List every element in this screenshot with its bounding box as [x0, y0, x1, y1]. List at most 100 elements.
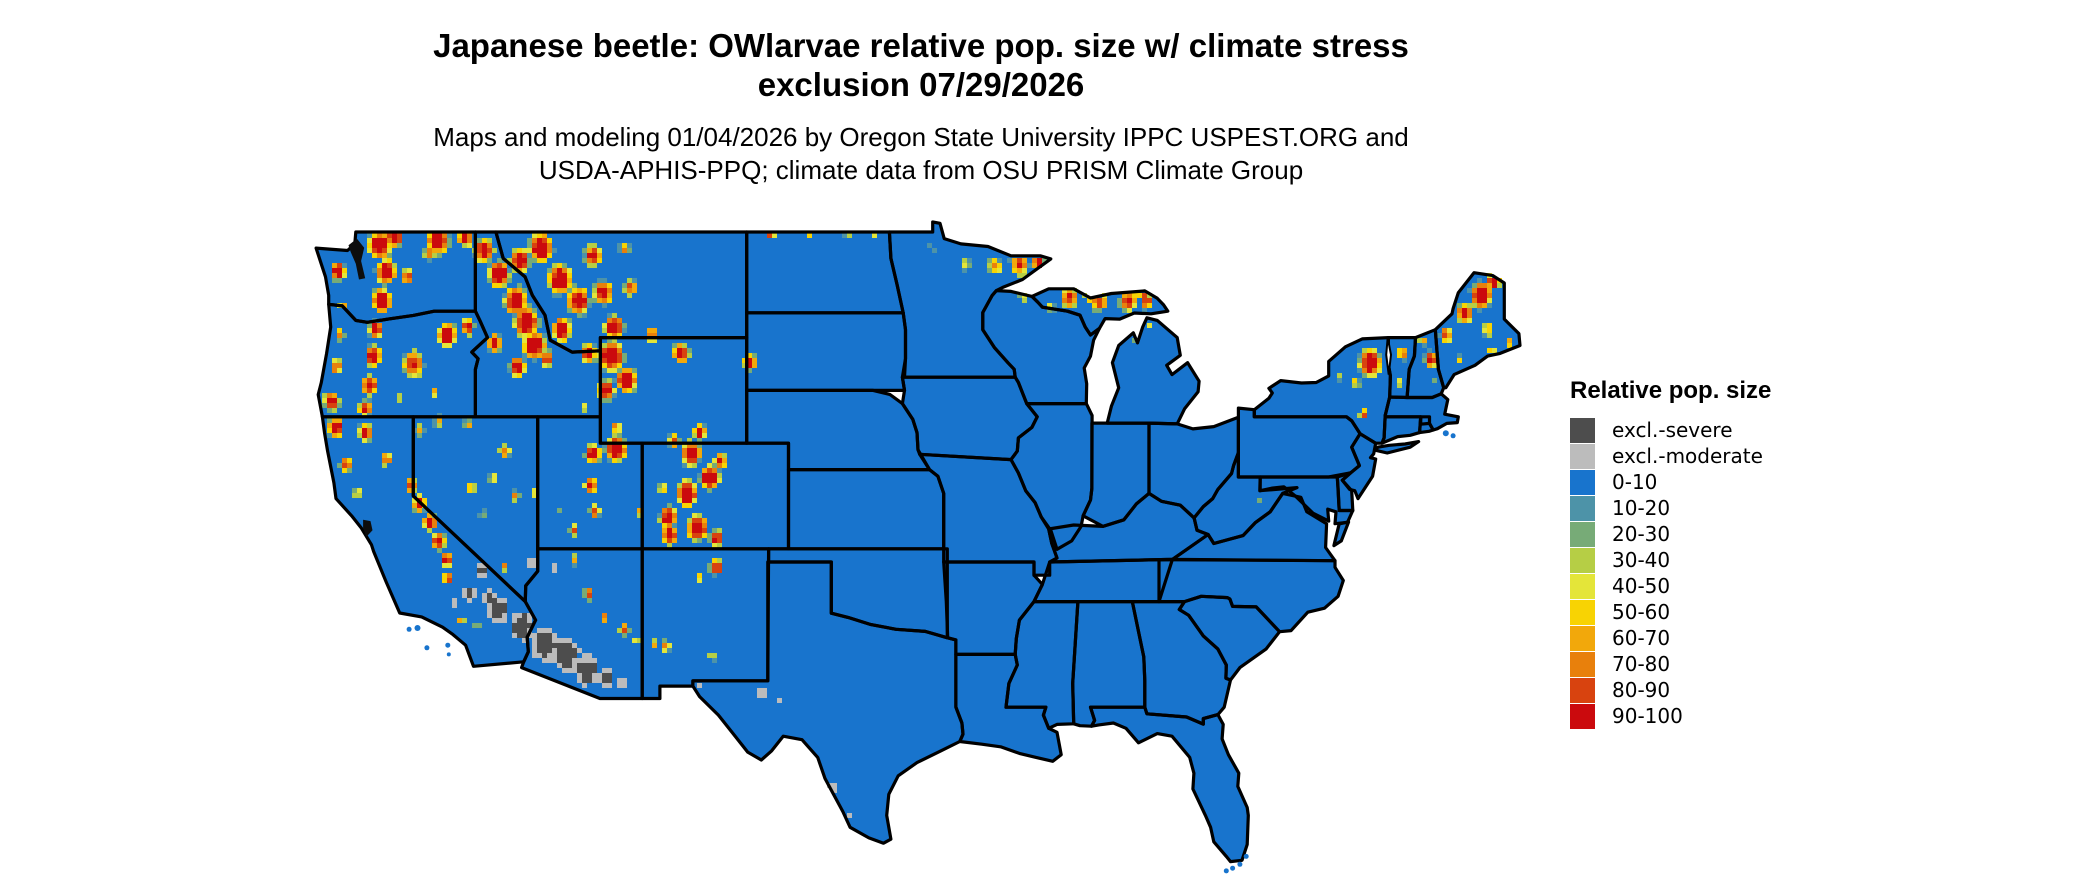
- legend-swatch: [1570, 626, 1595, 651]
- state-shape: [746, 232, 904, 313]
- legend-item: 20-30: [1570, 522, 1771, 547]
- legend-label: 40-50: [1612, 574, 1671, 598]
- legend-swatch: [1570, 652, 1595, 677]
- puget-sound-water: [348, 238, 366, 280]
- legend-label: 30-40: [1612, 548, 1671, 572]
- legend: Relative pop. size excl.-severe excl.-mod…: [1570, 377, 1771, 730]
- legend-items: excl.-severe excl.-moderate 0-10 10-20 20-30…: [1570, 418, 1771, 729]
- subtitle-line-1: Maps and modeling 01/04/2026 by Oregon S…: [433, 122, 1409, 152]
- island-dot: [1450, 433, 1456, 439]
- legend-swatch: [1570, 548, 1595, 573]
- state-shape: [1337, 472, 1353, 511]
- island-dot: [446, 652, 451, 657]
- legend-label: excl.-moderate: [1612, 444, 1763, 468]
- state-shape: [1254, 337, 1391, 444]
- legend-item: 70-80: [1570, 652, 1771, 677]
- state-shape: [1388, 337, 1416, 398]
- state-border: [1332, 520, 1351, 548]
- legend-item: 10-20: [1570, 496, 1771, 521]
- state-shape: [1048, 493, 1209, 562]
- state-shape: [1179, 596, 1280, 680]
- state-shape: [692, 562, 963, 844]
- legend-title: Relative pop. size: [1570, 377, 1772, 404]
- state-shape: [982, 290, 1100, 404]
- state-border: [1032, 557, 1174, 604]
- state-shape: [768, 548, 948, 638]
- legend-label: 60-70: [1612, 626, 1671, 650]
- state-shape: [1006, 601, 1078, 729]
- state-shape: [1090, 707, 1249, 862]
- raster-layer: [322, 233, 1512, 818]
- state-border: [1157, 558, 1345, 634]
- islands-layer: [406, 430, 1456, 874]
- legend-item: excl.-moderate: [1570, 444, 1771, 469]
- state-shape: [1149, 417, 1239, 518]
- legend-label: 20-30: [1612, 522, 1671, 546]
- legend-swatch: [1570, 418, 1595, 443]
- subtitle-line-2: USDA-APHIS-PPQ; climate data from OSU PR…: [538, 155, 1304, 185]
- state-borders-layer: [314, 220, 1522, 864]
- legend-label: 10-20: [1612, 496, 1671, 520]
- state-shape: [1238, 408, 1361, 477]
- state-shape: [1260, 477, 1353, 524]
- water-layer: [348, 238, 1393, 537]
- figure-subtitle: Maps and modeling 01/04/2026 by Oregon S…: [0, 121, 1842, 187]
- state-border: [981, 289, 1101, 406]
- state-shape: [1011, 403, 1093, 550]
- state-shape: [413, 416, 538, 602]
- legend-swatch: [1570, 600, 1595, 625]
- state-shape: [788, 469, 944, 549]
- legend-swatch: [1570, 704, 1595, 729]
- state-border: [1147, 415, 1240, 520]
- state-shape: [642, 548, 769, 699]
- state-border: [1258, 475, 1355, 526]
- state-border: [1340, 432, 1378, 501]
- island-dot: [1237, 861, 1243, 867]
- state-shape: [1385, 393, 1459, 430]
- state-shape: [600, 337, 747, 444]
- legend-item: excl.-severe: [1570, 418, 1771, 443]
- island-dot: [445, 642, 451, 648]
- san-francisco-bay-water: [363, 519, 373, 537]
- state-shape: [1132, 601, 1231, 725]
- state-shape: [1034, 559, 1173, 602]
- state-shape: [746, 312, 906, 391]
- legend-label: 0-10: [1612, 470, 1658, 494]
- island-dot: [424, 645, 430, 651]
- legend-item: 90-100: [1570, 704, 1771, 729]
- state-shape: [642, 443, 789, 549]
- legend-item: 40-50: [1570, 574, 1771, 599]
- legend-item: 50-60: [1570, 600, 1771, 625]
- legend-label: 80-90: [1612, 678, 1671, 702]
- legend-swatch: [1570, 496, 1595, 521]
- title-line-1: Japanese beetle: OWlarvae relative pop. …: [433, 27, 1409, 64]
- island-dot: [406, 626, 412, 632]
- legend-swatch: [1570, 444, 1595, 469]
- state-border: [1380, 413, 1423, 445]
- legend-label: 50-60: [1612, 600, 1671, 624]
- state-border: [1433, 271, 1522, 390]
- figure-title: Japanese beetle: OWlarvae relative pop. …: [0, 26, 1842, 104]
- legend-item: 60-70: [1570, 626, 1771, 651]
- state-shape: [902, 377, 1038, 460]
- state-shape: [1107, 317, 1200, 424]
- legend-item: 80-90: [1570, 678, 1771, 703]
- legend-label: excl.-severe: [1612, 418, 1733, 442]
- state-border: [1105, 316, 1201, 426]
- legend-label: 90-100: [1612, 704, 1683, 728]
- state-shape: [1083, 423, 1149, 527]
- state-border: [1088, 705, 1250, 864]
- legend-swatch: [1570, 470, 1595, 495]
- legend-swatch: [1570, 522, 1595, 547]
- legend-item: 30-40: [1570, 548, 1771, 573]
- state-shape: [1194, 452, 1297, 544]
- island-dot: [1230, 865, 1236, 871]
- legend-swatch: [1570, 678, 1595, 703]
- state-shape: [1159, 559, 1344, 632]
- island-dot: [1442, 430, 1449, 437]
- state-shape: [1072, 601, 1145, 727]
- state-shape: [746, 390, 930, 470]
- state-border: [1374, 440, 1421, 455]
